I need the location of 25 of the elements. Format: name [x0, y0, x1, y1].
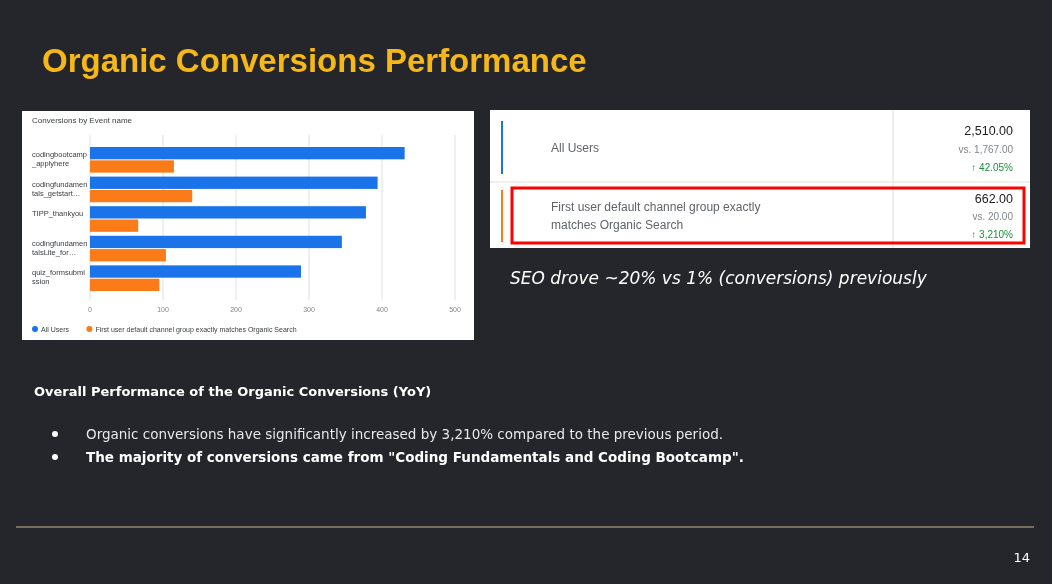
text: Organic conversions have significantly increased by 3,210% compared to the previous period.	[86, 426, 724, 442]
bar	[90, 265, 301, 278]
chart-title: Organic Conversions Performance	[42, 42, 587, 79]
text: SEO drove ~20% vs 1% (conversions) previously	[510, 268, 928, 288]
text: 662.00	[974, 192, 1014, 206]
text: vs. 1,767.00	[958, 144, 1014, 155]
text: ↑ 42.05%	[971, 162, 1014, 173]
text: Overall Performance of the Organic Conversions (YoY)	[34, 384, 432, 399]
bar	[90, 249, 166, 262]
text: ↑ 3,210%	[971, 229, 1014, 240]
text: First user default channel group exactly matches Organic Search	[551, 200, 761, 232]
bar	[90, 278, 160, 291]
text: All Users	[551, 141, 600, 155]
bar	[90, 206, 366, 219]
text: vs. 20.00	[972, 211, 1014, 222]
bar	[90, 176, 378, 189]
bar	[90, 160, 174, 173]
bar	[90, 235, 342, 249]
text: The majority of conversions came from "Coding Fundamentals and Coding Bootcamp".	[86, 449, 744, 465]
text: 2,510.00	[964, 124, 1014, 138]
bar	[90, 219, 139, 232]
bar	[90, 147, 405, 160]
chart-subtitle: Conversions by Event name	[32, 116, 133, 125]
bar	[90, 189, 193, 203]
text: 14	[1013, 550, 1030, 565]
